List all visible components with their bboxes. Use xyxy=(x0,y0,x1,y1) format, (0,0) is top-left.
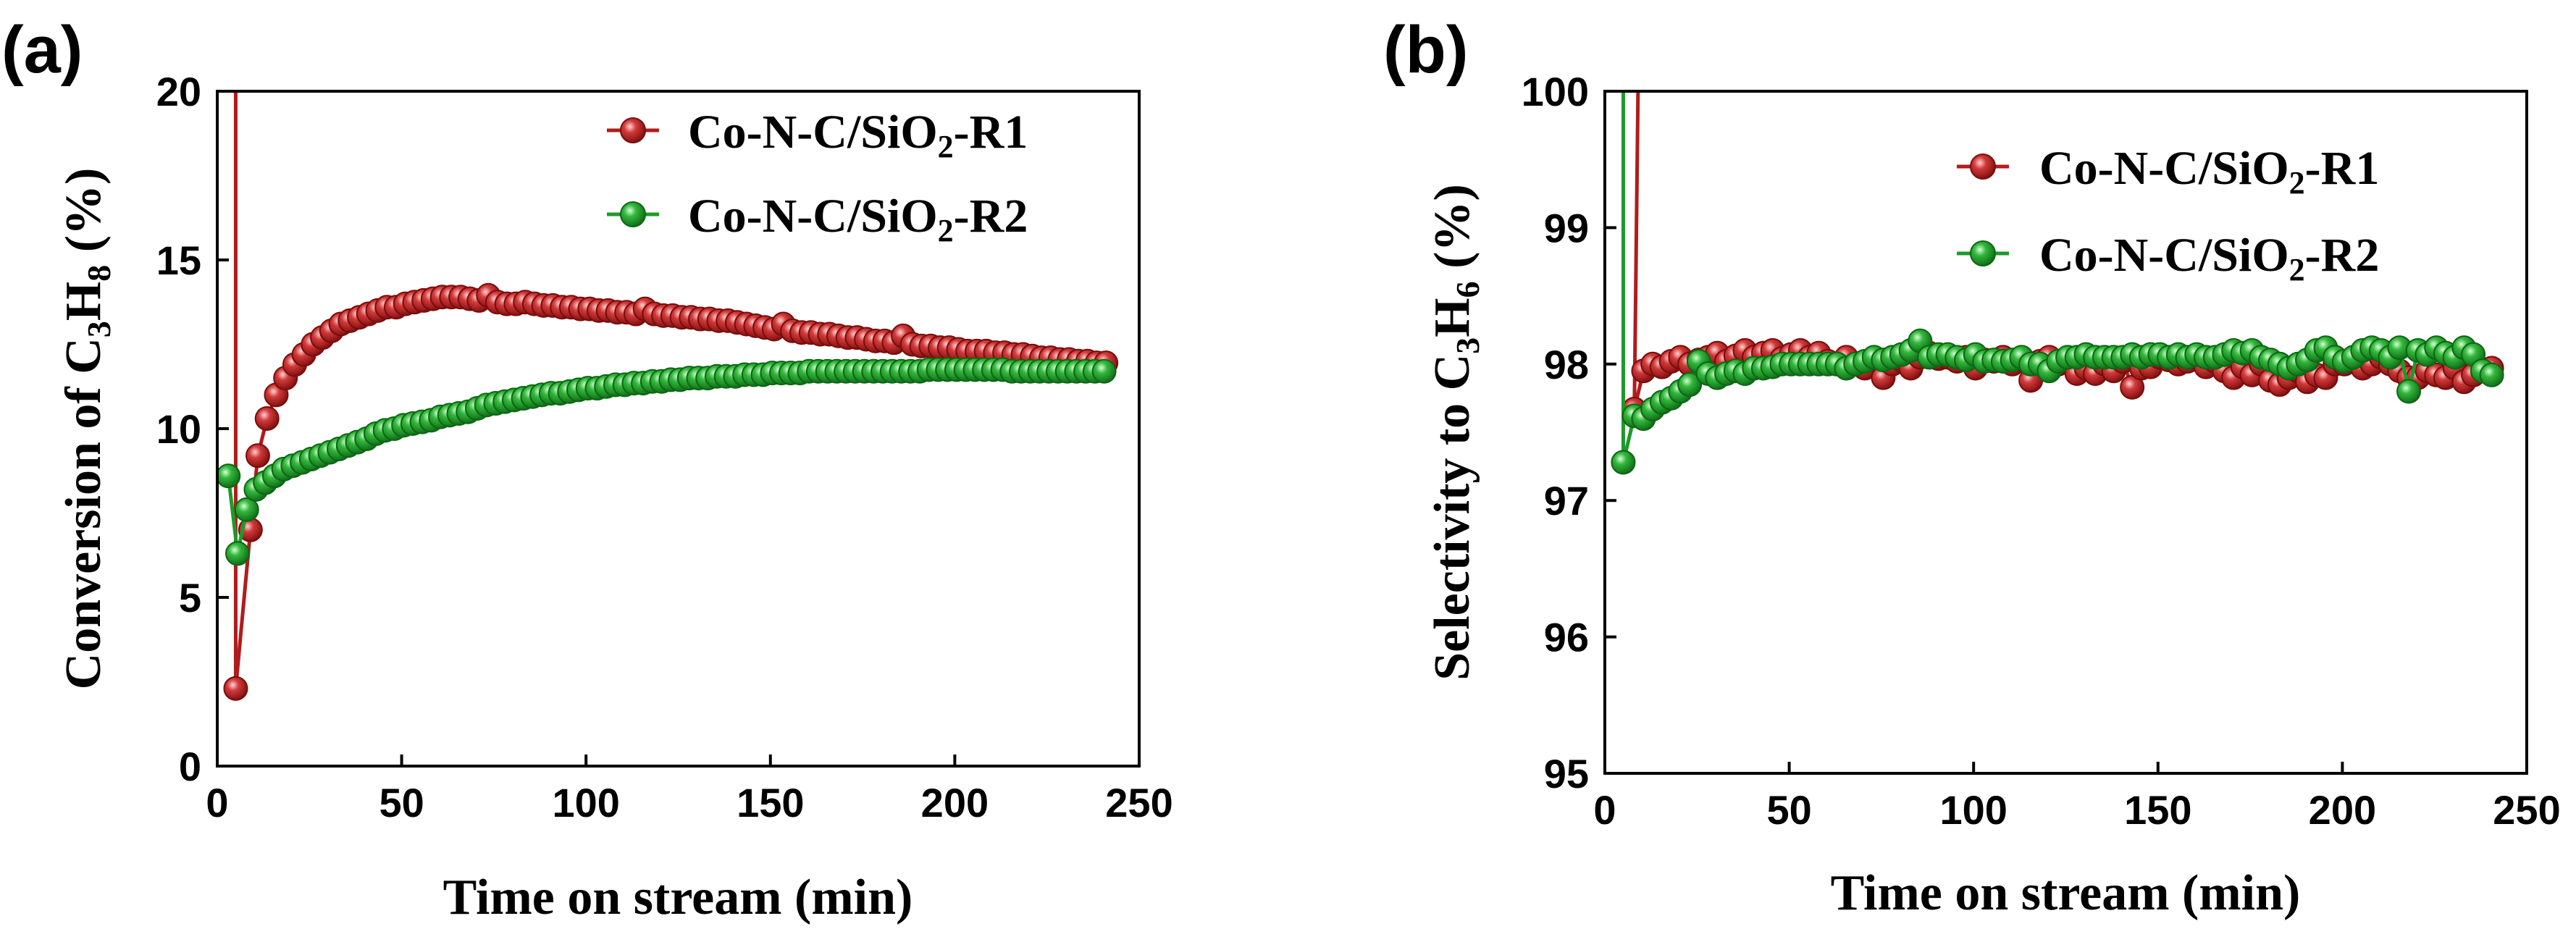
legend-entry-r1: Co-N-C/SiO2-R1 xyxy=(607,106,1028,164)
y-tick-label: 5 xyxy=(179,575,201,621)
legend-label-r1-post: -R1 xyxy=(954,106,1028,159)
data-point-r2 xyxy=(2479,362,2504,387)
x-tick-label: 50 xyxy=(379,780,424,825)
panel-label-b: (b) xyxy=(1383,13,1468,87)
panel-b-legend: Co-N-C/SiO2-R1 Co-N-C/SiO2-R2 xyxy=(1957,142,2379,287)
panel-a-y-title-sub2: 8 xyxy=(80,265,117,282)
data-point-r2 xyxy=(216,463,241,489)
x-tick-label: 150 xyxy=(737,780,804,825)
panel-b-plot-frame xyxy=(1603,90,2528,775)
y-tick-label: 99 xyxy=(1544,205,1589,251)
x-tick-label: 200 xyxy=(921,780,989,825)
legend-entry-r1: Co-N-C/SiO2-R1 xyxy=(1957,142,2379,201)
panel-label-a: (a) xyxy=(1,13,83,87)
panel-b-axes: 0 50 100 150 200 250 95 96 97 98 99 100 xyxy=(1522,69,2561,833)
y-tick-label: 15 xyxy=(156,237,201,283)
panel-a-axes: 0 50 100 150 200 250 0 5 10 15 20 xyxy=(156,69,1173,825)
panel-a-y-title-suffix: (%) xyxy=(56,168,112,265)
data-point-r1 xyxy=(246,443,271,468)
series-line-r2 xyxy=(226,367,1104,554)
legend-label-r2-pre: Co-N-C/SiO xyxy=(2039,229,2289,282)
legend-marker-r2 xyxy=(620,201,646,227)
panel-b-y-title-prefix: Selectivity to C xyxy=(1425,354,1480,681)
panel-a-x-axis-title: Time on stream (min) xyxy=(443,870,913,925)
x-tick-label: 0 xyxy=(206,780,228,825)
legend-label-r2-post: -R2 xyxy=(954,190,1028,243)
legend-label-r2-sub: 2 xyxy=(2289,252,2305,287)
panel-b-y-title-mid: H xyxy=(1425,298,1480,337)
legend-marker-r1 xyxy=(620,117,646,143)
y-tick-label: 0 xyxy=(179,744,201,789)
legend-entry-r2: Co-N-C/SiO2-R2 xyxy=(607,190,1028,248)
data-point-r2 xyxy=(234,497,259,522)
legend-marker-r1 xyxy=(1970,154,1996,180)
y-tick-label: 100 xyxy=(1522,69,1589,114)
legend-label-r1-post: -R1 xyxy=(2305,142,2380,195)
panel-b-y-title-sub1: 3 xyxy=(1449,337,1486,354)
panel-b-y-axis-title: Selectivity to C3H6 (%) xyxy=(1425,184,1486,681)
data-point-r1 xyxy=(254,406,280,432)
panel-b-y-title-suffix: (%) xyxy=(1425,184,1480,281)
x-tick-label: 100 xyxy=(552,780,619,825)
legend-label-r2-post: -R2 xyxy=(2305,229,2380,282)
legend-marker-r2 xyxy=(1970,240,1996,266)
x-tick-label: 250 xyxy=(2493,787,2560,833)
x-tick-label: 0 xyxy=(1593,787,1616,833)
panel-a-conversion-chart: (a) 0 50 100 150 200 250 0 5 10 15 20 Time on stre… xyxy=(1,13,1173,925)
data-point-r1 xyxy=(223,676,248,701)
data-point-r2 xyxy=(225,541,251,566)
legend-label-r1-pre: Co-N-C/SiO xyxy=(2039,142,2289,195)
y-tick-label: 10 xyxy=(156,406,201,452)
series-markers-r2 xyxy=(216,357,1117,566)
x-tick-label: 50 xyxy=(1766,787,1811,833)
y-tick-label: 97 xyxy=(1544,478,1589,524)
series-markers-r2 xyxy=(1611,328,2504,475)
legend-label-r2-pre: Co-N-C/SiO xyxy=(688,190,938,243)
data-point-r2 xyxy=(2396,379,2422,404)
data-point-r2 xyxy=(1091,358,1117,384)
data-point-r2 xyxy=(1677,372,1703,398)
panel-a-plot-area xyxy=(216,91,1119,701)
panel-b-y-title-sub2: 6 xyxy=(1449,281,1486,298)
x-tick-label: 200 xyxy=(2309,787,2376,833)
panel-b-plot-area xyxy=(1611,91,2504,475)
data-point-r2 xyxy=(1611,450,1636,475)
y-tick-label: 98 xyxy=(1544,342,1589,387)
legend-label-r1-pre: Co-N-C/SiO xyxy=(688,106,938,159)
panel-b-selectivity-chart: (b) 0 50 100 150 200 250 95 96 97 98 99 100 Time on… xyxy=(1383,13,2561,921)
y-tick-label: 20 xyxy=(156,69,201,114)
legend-label-r2-sub: 2 xyxy=(938,213,954,248)
legend-label-r1-sub: 2 xyxy=(2289,165,2305,201)
legend-label-r2: Co-N-C/SiO2-R2 xyxy=(688,190,1028,248)
legend-entry-r2: Co-N-C/SiO2-R2 xyxy=(1957,229,2379,287)
x-tick-label: 250 xyxy=(1105,780,1172,825)
legend-label-r2: Co-N-C/SiO2-R2 xyxy=(2039,229,2379,287)
legend-label-r1-sub: 2 xyxy=(938,129,954,164)
y-tick-label: 95 xyxy=(1544,751,1589,796)
y-tick-label: 96 xyxy=(1544,615,1589,660)
panel-a-y-title-mid: H xyxy=(56,282,112,321)
panel-a-y-axis-title: Conversion of C3H8 (%) xyxy=(56,168,117,690)
x-tick-label: 100 xyxy=(1939,787,2007,833)
panel-b-x-axis-title: Time on stream (min) xyxy=(1831,865,2301,921)
series-markers-r1 xyxy=(223,282,1119,701)
panel-a-y-title-prefix: Conversion of C xyxy=(56,337,112,689)
x-tick-label: 150 xyxy=(2124,787,2191,833)
legend-label-r1: Co-N-C/SiO2-R1 xyxy=(688,106,1028,164)
legend-label-r1: Co-N-C/SiO2-R1 xyxy=(2039,142,2379,201)
panel-a-y-title-sub1: 3 xyxy=(80,321,117,337)
panel-a-legend: Co-N-C/SiO2-R1 Co-N-C/SiO2-R2 xyxy=(607,106,1028,248)
